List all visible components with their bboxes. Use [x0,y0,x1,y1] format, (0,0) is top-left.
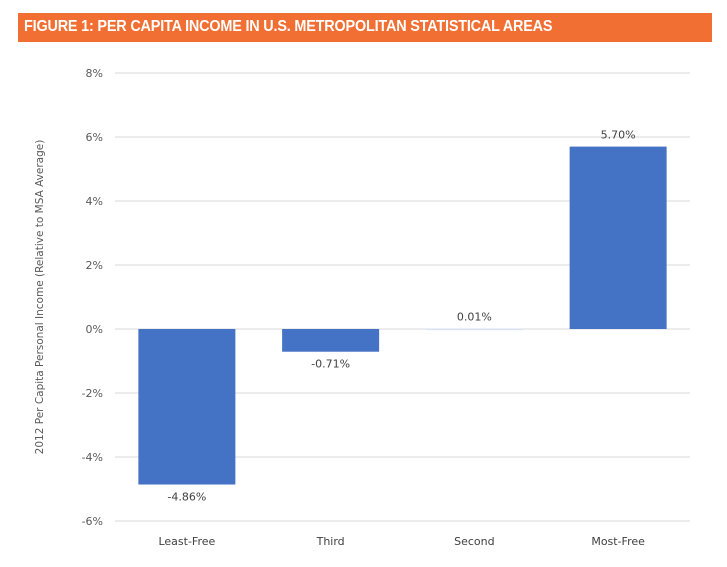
y-tick-label: -4% [82,451,103,464]
figure-title: FIGURE 1: PER CAPITA INCOME IN U.S. METR… [24,18,553,35]
data-label: -0.71% [311,358,350,371]
y-tick-label: 8% [86,67,103,80]
x-tick-label: Least-Free [158,535,215,548]
y-tick-label: -6% [82,515,103,528]
bar [282,329,380,352]
y-tick-label: -2% [82,387,103,400]
bar [569,146,667,329]
figure-title-banner: FIGURE 1: PER CAPITA INCOME IN U.S. METR… [18,13,712,42]
bar [425,328,523,331]
y-tick-label: 0% [86,323,103,336]
y-tick-label: 6% [86,131,103,144]
data-label: -4.86% [167,491,206,504]
x-tick-label: Second [454,535,494,548]
data-label: 0.01% [457,311,492,324]
y-tick-label: 2% [86,259,103,272]
bar [138,329,236,485]
data-label: 5.70% [601,129,636,142]
y-tick-label: 4% [86,195,103,208]
x-tick-label: Most-Free [591,535,645,548]
y-axis-title: 2012 Per Capita Personal Income (Relativ… [34,140,46,455]
x-tick-label: Third [316,535,345,548]
